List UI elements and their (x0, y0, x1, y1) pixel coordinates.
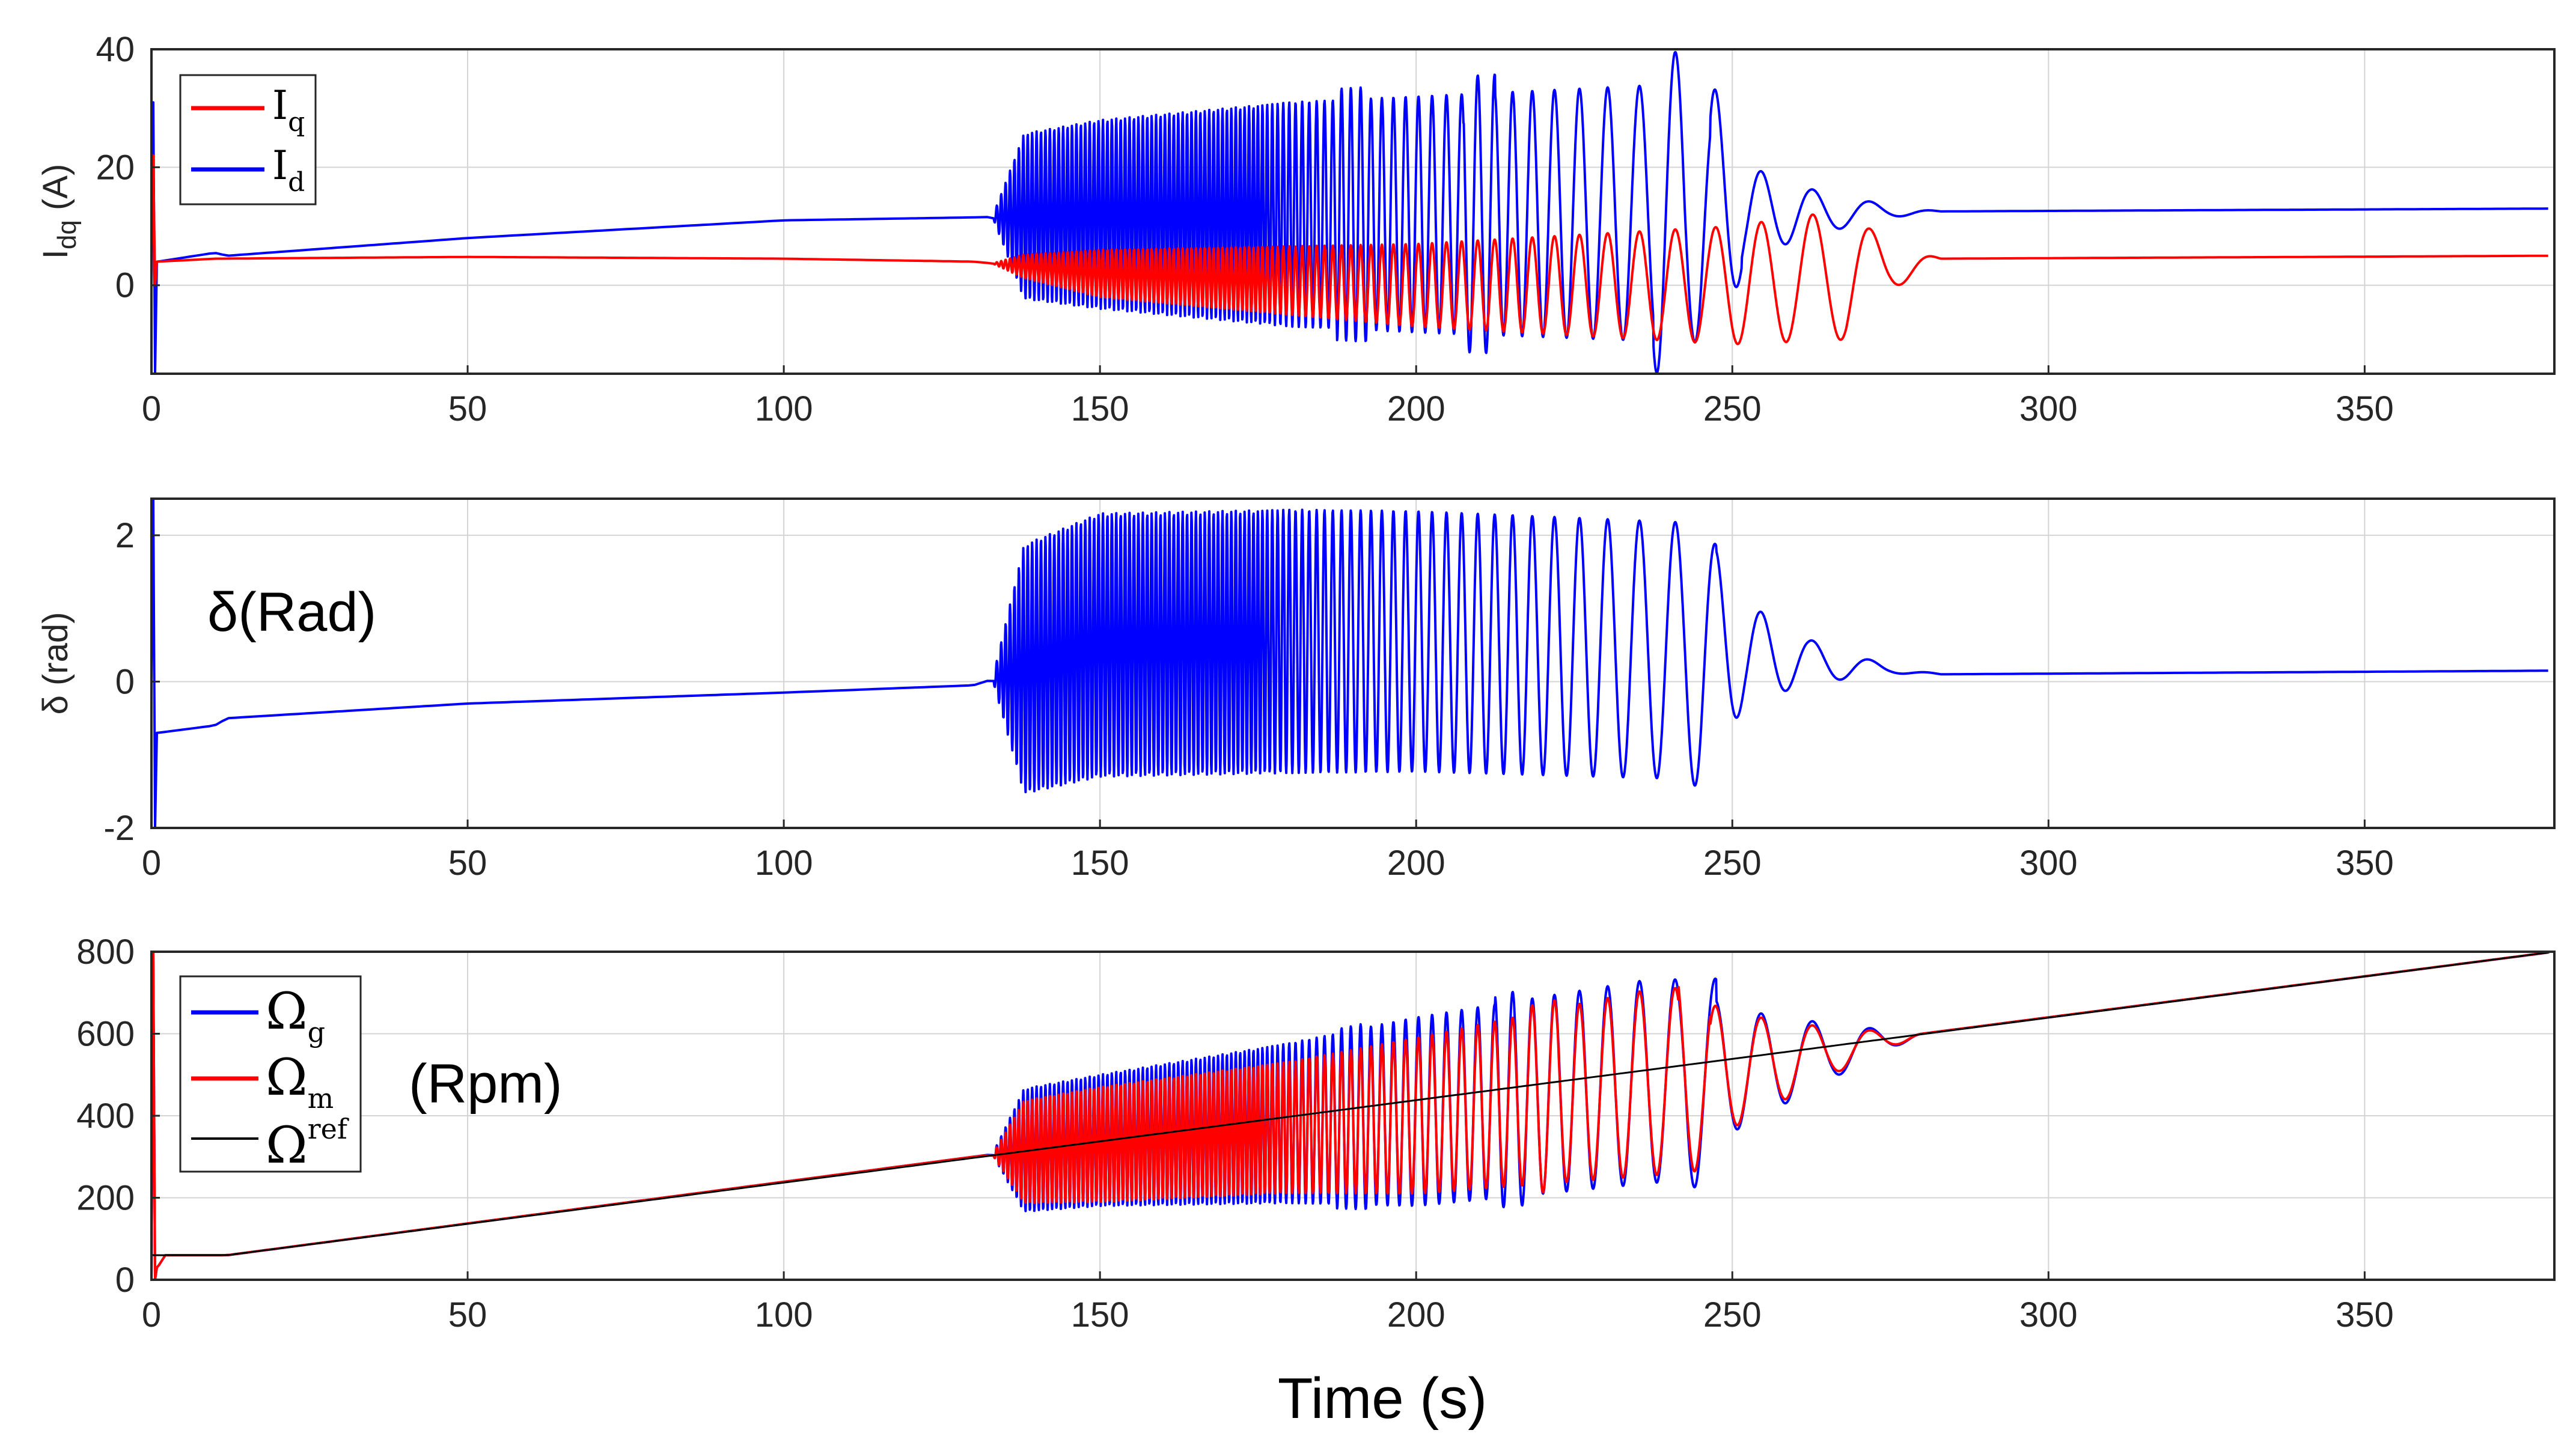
legend-label-omega-ref: Ωref (266, 1113, 349, 1175)
legend-box (179, 74, 317, 205)
x-tick-label: 100 (755, 1295, 813, 1334)
x-tick-label: 0 (142, 389, 161, 428)
x-tick-label: 300 (2019, 1295, 2078, 1334)
axes-frame (150, 497, 2556, 829)
legend: Ωg Ωm Ωref (179, 975, 362, 1175)
x-tick-label: 200 (1387, 844, 1445, 883)
x-tick-label: 150 (1071, 844, 1129, 883)
x-tick-label: 200 (1387, 389, 1445, 428)
x-tick-label: 350 (2336, 844, 2394, 883)
tick-labels: 0 50 100 150 200 250 300 350 0 200 400 600 800 (76, 932, 2394, 1334)
series-delta (151, 499, 2548, 828)
x-axis-title: Time (s) (1278, 1366, 1487, 1431)
series-omega-ref (151, 952, 2550, 1256)
plot-area (151, 499, 2548, 828)
y-axis-label-main: I (36, 249, 75, 259)
x-tick-label: 0 (142, 1295, 161, 1334)
legend-label-iq: Iq (272, 82, 305, 138)
x-tick-label: 100 (755, 844, 813, 883)
panel-delta: 0 50 100 150 200 250 300 350-202 δ (rad) δ(Rad) (36, 497, 2556, 883)
x-tick-label: 350 (2336, 389, 2394, 428)
legend-label-id: Id (272, 142, 305, 198)
y-tick-label: 400 (76, 1097, 135, 1136)
y-tick-label: 0 (115, 266, 135, 305)
x-tick-label: 250 (1703, 389, 1762, 428)
x-tick-label: 50 (448, 389, 487, 428)
x-tick-label: 50 (448, 1295, 487, 1334)
x-tick-label: 300 (2019, 389, 2078, 428)
panel-speed: 0 50 100 150 200 250 300 350 0 200 400 600 800 (Rpm)… (76, 932, 2556, 1334)
y-tick-label: -2 (103, 809, 135, 848)
y-tick-label: 0 (115, 1261, 135, 1300)
series-group (151, 499, 2548, 828)
tick-labels: 0 50 100 150 200 250 300 350 0 20 40 (96, 30, 2393, 428)
axes-frame (150, 48, 2556, 375)
x-tick-label: 250 (1703, 1295, 1762, 1334)
y-tick-label: 600 (76, 1015, 135, 1054)
legend: Iq Id (179, 74, 317, 205)
series-iq (151, 154, 2548, 345)
x-tick-label: 200 (1387, 1295, 1445, 1334)
series-group (151, 952, 2550, 1280)
series-omega-m (151, 952, 2548, 1280)
y-tick-label: 200 (76, 1179, 135, 1218)
series-group (151, 50, 2548, 374)
x-tick-label: 0 (142, 844, 161, 883)
tick-labels: 0 50 100 150 200 250 300 350-202 (103, 516, 2393, 883)
x-tick-label: 150 (1071, 389, 1129, 428)
legend-label-omega-g: Ωg (266, 982, 325, 1048)
y-axis-label: Idq (A) (36, 164, 82, 260)
x-tick-label: 300 (2019, 844, 2078, 883)
y-tick-label: 2 (115, 516, 135, 555)
plot-area (151, 50, 2548, 374)
x-tick-label: 250 (1703, 844, 1762, 883)
y-tick-label: 20 (96, 148, 135, 187)
delta-annotation: δ(Rad) (207, 582, 376, 643)
plot-area (151, 952, 2550, 1280)
speed-annotation: (Rpm) (409, 1053, 563, 1115)
x-tick-label: 50 (448, 844, 487, 883)
x-tick-label: 350 (2336, 1295, 2394, 1334)
y-axis-label-unit: (A) (36, 164, 75, 220)
y-tick-label: 800 (76, 932, 135, 972)
y-axis-label-subscript: dq (52, 220, 82, 249)
panel-idq: 0 50 100 150 200 250 300 350 0 20 40 Idq (A) Iq Id (36, 30, 2556, 428)
x-tick-label: 150 (1071, 1295, 1129, 1334)
y-tick-label: 0 (115, 662, 135, 701)
y-axis-label: δ (rad) (36, 612, 75, 715)
legend-label-omega-m: Ωm (266, 1048, 334, 1115)
x-tick-label: 100 (755, 389, 813, 428)
y-tick-label: 40 (96, 30, 135, 69)
